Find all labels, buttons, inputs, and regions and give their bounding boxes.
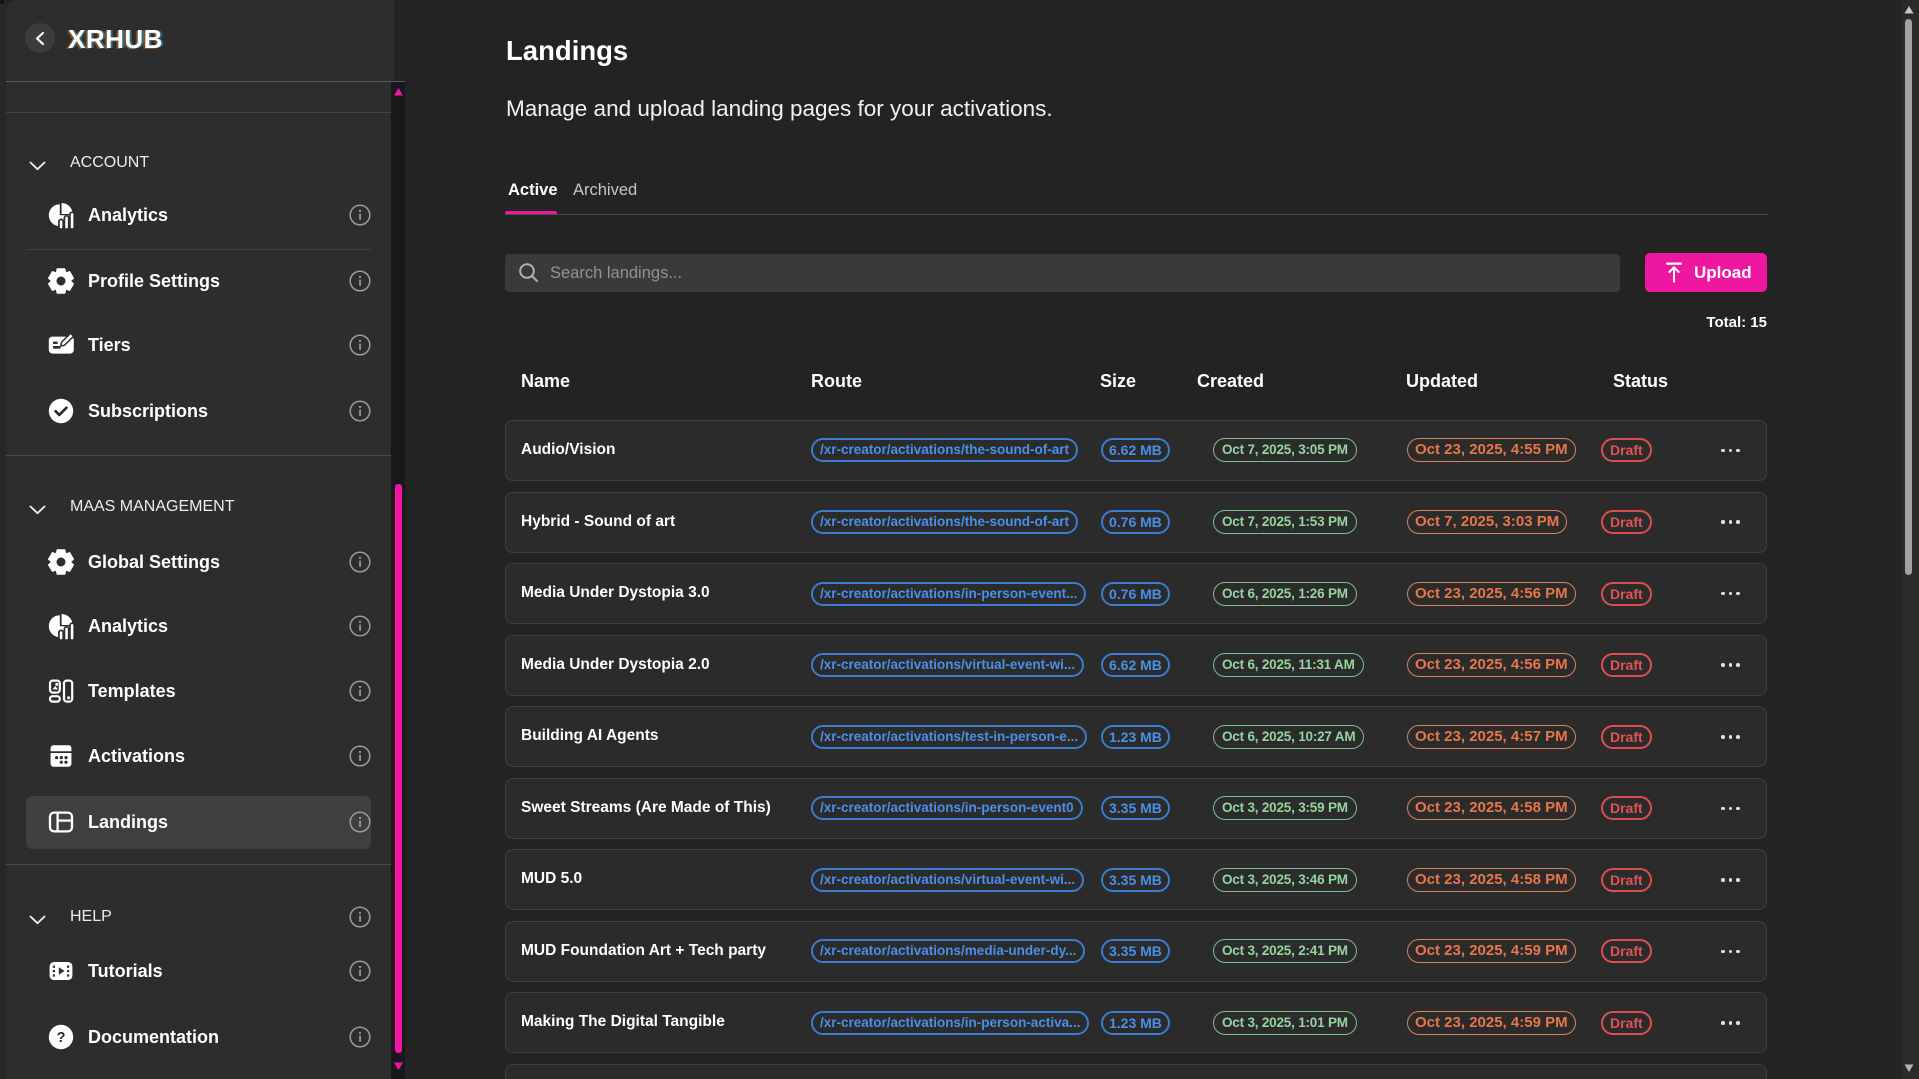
svg-text:?: ? — [56, 1030, 65, 1046]
